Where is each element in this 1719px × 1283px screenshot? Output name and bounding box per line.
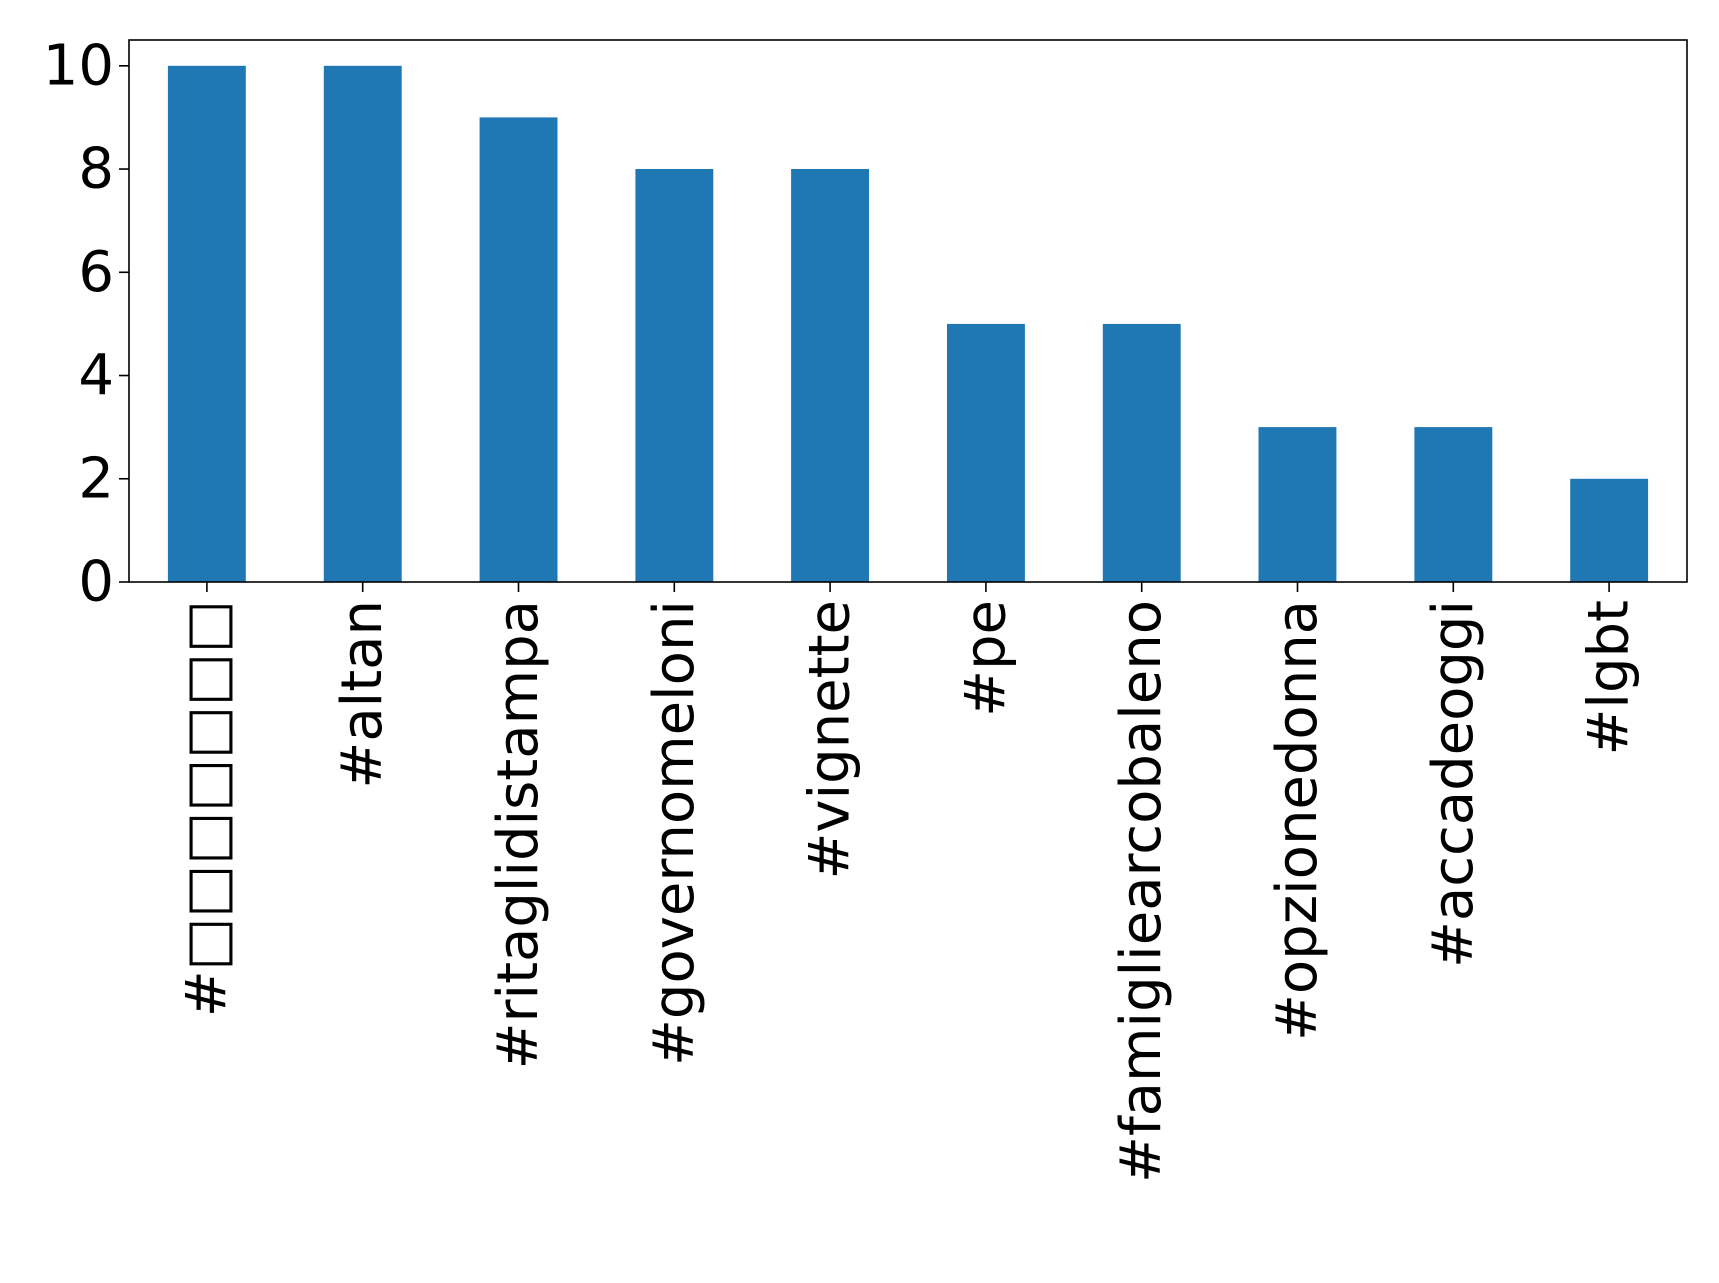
x-tick-label: #pe (953, 600, 1018, 717)
bar-9 (1570, 478, 1649, 582)
bar-0 (167, 65, 246, 583)
x-tick-label: #□□□□□□□ (174, 600, 239, 1017)
x-tick-label: #famigliearcobaleno (1109, 600, 1174, 1183)
x-tick-label: #governomeloni (642, 600, 707, 1066)
bar-2 (479, 117, 558, 583)
bar-8 (1414, 427, 1493, 582)
bar-7 (1258, 427, 1337, 582)
y-tick-label: 6 (78, 240, 114, 305)
x-tick-label: #opzionedonna (1265, 600, 1330, 1041)
y-tick-label: 10 (43, 33, 114, 98)
bars-group (167, 65, 1649, 583)
y-axis: 0 2 4 6 8 10 (43, 33, 129, 615)
x-tick-label: #vignette (798, 600, 863, 879)
bar-1 (323, 65, 402, 583)
y-tick-label: 2 (78, 446, 114, 511)
x-tick-label: #lgbt (1577, 600, 1642, 756)
bar-3 (635, 169, 714, 582)
x-tick-label: #accadeoggi (1421, 600, 1486, 968)
plot-frame (128, 39, 1688, 583)
bar-4 (791, 169, 869, 582)
y-tick-label: 8 (78, 137, 114, 202)
x-axis: #□□□□□□□ #altan #ritaglidistampa #governome… (174, 582, 1642, 1183)
bar-6 (1102, 323, 1181, 582)
bar-5 (947, 323, 1025, 582)
x-tick-label: #ritaglidistampa (486, 600, 551, 1069)
y-tick-label: 4 (78, 343, 114, 408)
y-tick-label: 0 (78, 550, 114, 615)
x-tick-label: #altan (330, 600, 395, 789)
